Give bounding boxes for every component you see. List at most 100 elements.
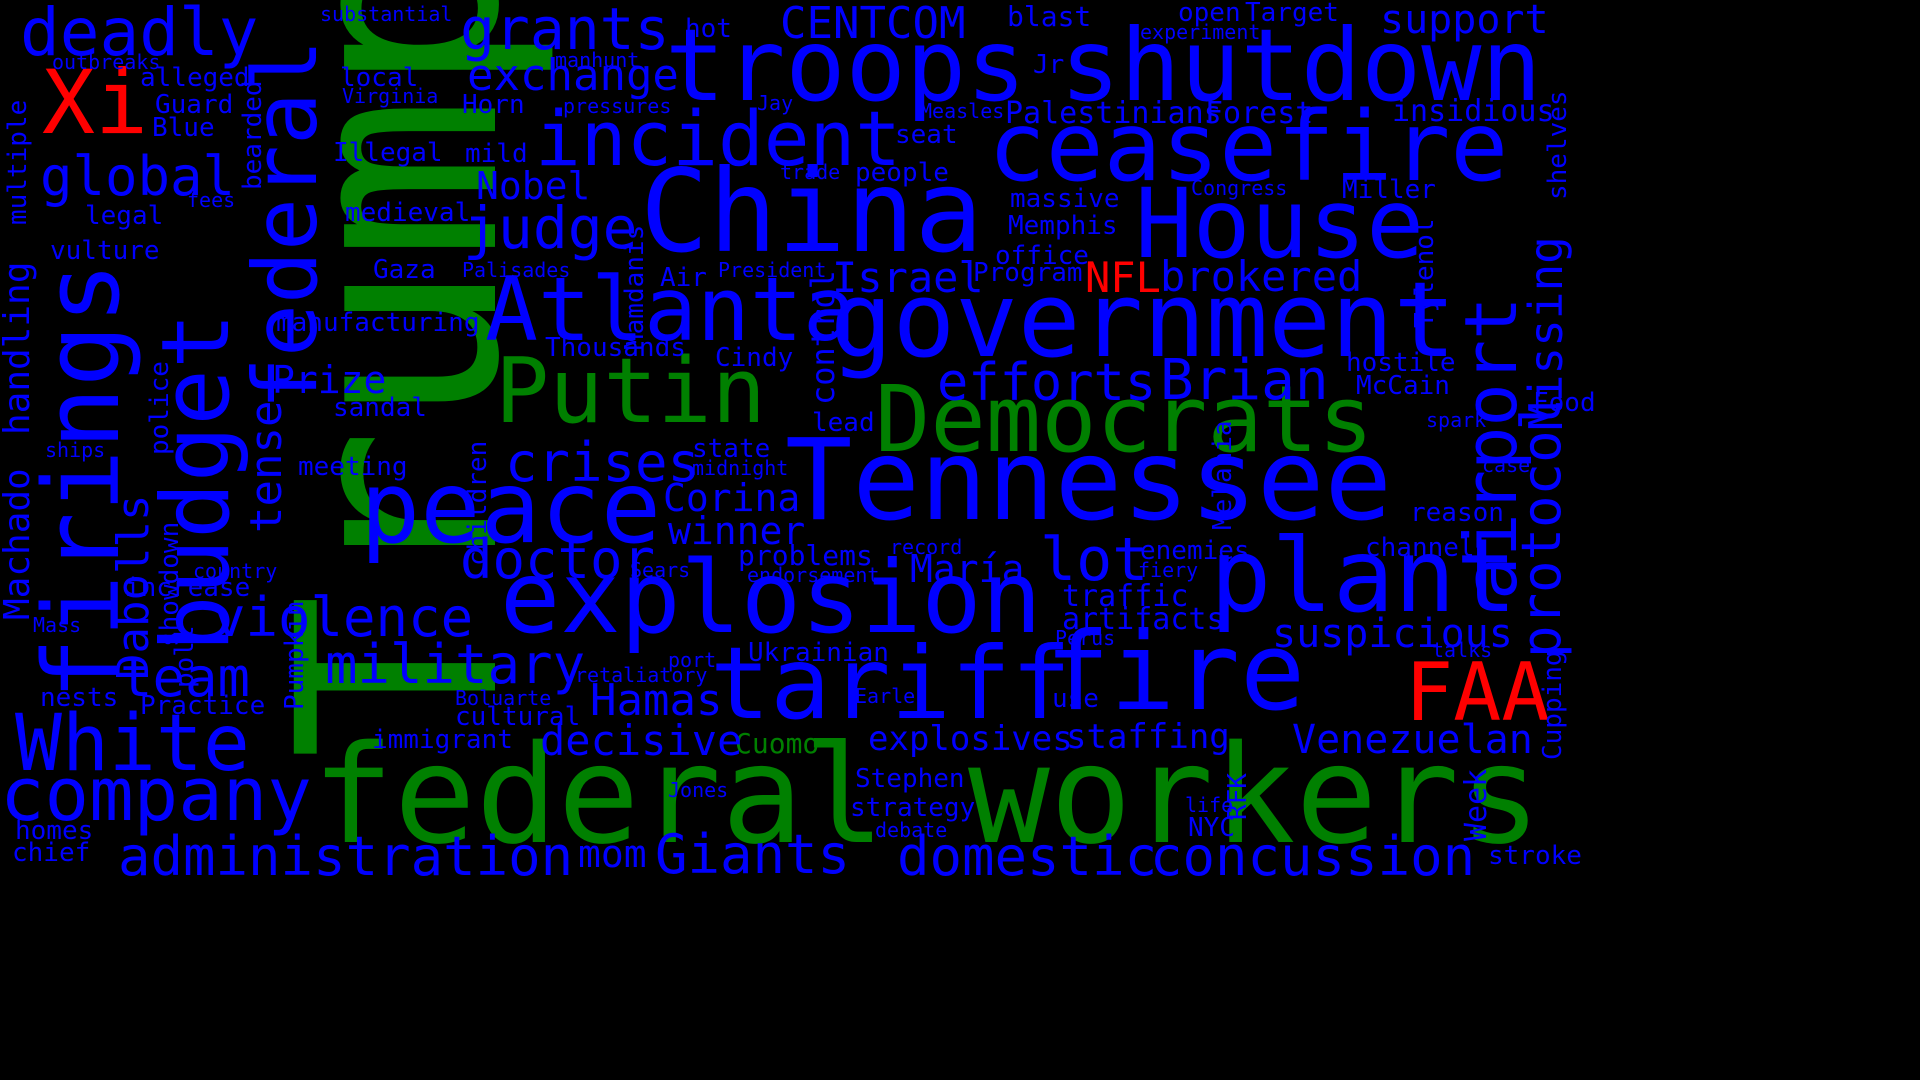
cloud-word: decisive [540,716,743,765]
cloud-word: traffic [1062,579,1189,614]
cloud-word: efforts [937,353,1157,413]
cloud-word: staffing [1066,717,1230,757]
cloud-word: immigrant [372,725,513,755]
cloud-word: strategy [850,793,976,823]
cloud-word: explosives [868,719,1073,759]
cloud-word: brokered [1160,252,1363,301]
cloud-word: Cindy [715,343,794,373]
cloud-word: Gaza [373,255,436,285]
cloud-word: domestic [897,825,1158,888]
cloud-word: Perus [1055,626,1116,650]
cloud-word: lot [1040,525,1149,595]
cloud-word: doctor [460,528,656,591]
cloud-word: channel [1365,533,1475,563]
cloud-word: government [830,259,1457,381]
cloud-word: tariff [710,625,1072,742]
cloud-word: protocol [1510,397,1573,658]
cloud-word: poll [170,625,200,688]
cloud-word: María [910,547,1025,591]
cloud-word: control [804,270,842,405]
cloud-word: shelves [1543,90,1573,200]
cloud-word: Memphis [1008,211,1118,241]
cloud-word: increase [125,573,251,603]
cloud-word: Week [1459,768,1494,841]
cloud-word: Practice [140,691,266,721]
cloud-word: Democrats [875,366,1374,473]
cloud-word: people [855,158,949,188]
cloud-word: experiment [1140,20,1261,44]
cloud-word: Illegal [333,138,443,168]
cloud-word: outbreaks [52,50,161,74]
cloud-word: Hamas [590,675,723,726]
cloud-word: trade [780,160,841,184]
cloud-word: Cupping [1538,650,1568,760]
cloud-word: winner [668,509,806,553]
cloud-word: Corina [663,476,801,520]
cloud-word: handling [0,261,38,435]
cloud-word: medieval [345,198,471,228]
cloud-word: Nobel [476,164,591,208]
cloud-word: Target [1245,0,1339,28]
cloud-word: Thousands [545,333,686,363]
cloud-word: administration [118,825,574,888]
cloud-word: plant [1210,517,1518,636]
cloud-word: port [668,648,717,672]
cloud-word: Xi [42,51,148,154]
cloud-word: Pumpkin [280,600,310,710]
cloud-word: manhunt [555,48,640,72]
cloud-word: global [40,145,236,208]
cloud-word: mild [465,139,528,169]
cloud-word: Jr [1033,50,1065,80]
cloud-word: suspicious [1272,611,1513,657]
cloud-word: support [1380,0,1549,43]
cloud-word: fire [1045,610,1306,735]
cloud-word: spark [1426,408,1487,432]
cloud-word: Tennessee [785,416,1392,546]
cloud-word: retaliatory [575,663,708,687]
cloud-word: violence [213,586,474,649]
cloud-word: insidious [1392,94,1555,129]
cloud-word: state [692,434,771,464]
cloud-word: chief [12,838,91,868]
cloud-word: massive [1010,184,1120,214]
cloud-word: manufacturing [276,308,480,338]
cloud-word: CENTCOM [780,0,966,49]
cloud-word: debate [875,818,948,842]
cloud-word: NFL [1085,253,1161,302]
cloud-word: Measles [920,99,1005,123]
cloud-word: Earle [855,684,916,708]
cloud-word: life [1185,793,1234,817]
cloud-word: country [193,559,278,583]
cloud-word: crises [505,431,701,494]
cloud-word: Forest [1205,96,1314,131]
cloud-word: Venezuelan [1292,717,1533,763]
cloud-word: cultural [455,702,581,732]
cloud-word: Program [973,258,1083,288]
cloud-word: Jay [757,91,794,115]
cloud-word: Giants [655,823,851,886]
cloud-word: ceasefire [988,91,1509,203]
cloud-word: office [995,241,1089,271]
cloud-word: Stephen [855,764,965,794]
cloud-word: meeting [298,452,408,482]
cloud-word: artifacts [1062,602,1225,637]
cloud-word: Guard [155,90,234,120]
cloud-word: ships [45,438,106,462]
cloud-word: open [1178,0,1241,28]
cloud-word: pressures [563,94,672,118]
cloud-word: nests [40,683,119,713]
cloud-word: team [120,646,251,709]
cloud-word: Sears [630,558,691,582]
cloud-word: incident [535,94,902,183]
cloud-word: stroke [1488,841,1582,871]
cloud-word: Boluarte [455,686,552,710]
cloud-word: Ukrainian [748,638,889,668]
cloud-word: fiery [1138,558,1199,582]
cloud-word: Cuomo [735,727,820,760]
cloud-word: bearded [238,80,268,190]
cloud-word: Mamdanis [620,224,650,350]
cloud-word: exchange [467,50,679,101]
cloud-word: enemies [1140,536,1250,566]
cloud-word: grants [460,0,670,63]
cloud-word: Atlanta [485,258,856,361]
